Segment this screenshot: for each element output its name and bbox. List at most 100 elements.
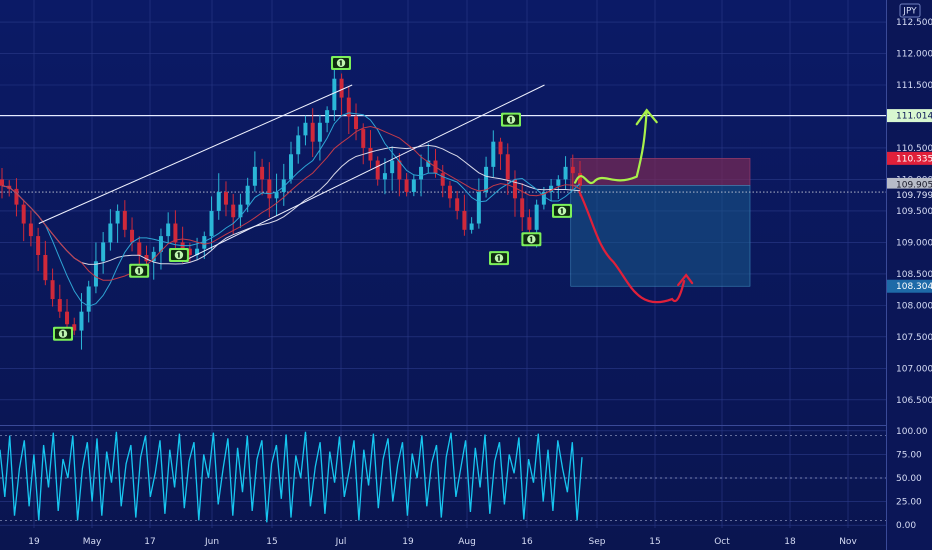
price-label-box — [887, 188, 932, 202]
candle-body — [50, 280, 55, 300]
time-tick-label: 19 — [402, 537, 414, 547]
time-tick-label: Jul — [335, 537, 347, 547]
candle-body — [231, 204, 236, 218]
candle-body — [411, 179, 416, 193]
candle-body — [368, 147, 373, 161]
money-icon — [331, 55, 351, 70]
candle-body — [252, 166, 257, 186]
candle-body — [325, 110, 330, 123]
price-label-text: 111.014 — [896, 112, 932, 122]
time-tick-label: 16 — [521, 537, 533, 547]
price-label-text: 108.304 — [896, 282, 932, 292]
candle-body — [346, 97, 351, 117]
candle-body — [14, 188, 19, 205]
price-tick-label: 110.500 — [896, 144, 932, 154]
candle-body — [382, 173, 387, 180]
candle-body — [166, 223, 171, 237]
trade-zones — [570, 158, 751, 287]
time-tick-label: May — [83, 537, 102, 547]
candle-body — [21, 204, 26, 224]
price-tick-label: 109.500 — [896, 207, 932, 217]
candle-body — [527, 217, 532, 230]
candle-body — [491, 141, 496, 167]
price-label: 108.304 — [887, 279, 932, 293]
candle-body — [419, 166, 424, 180]
price-label-text: 110.335 — [896, 154, 932, 164]
time-tick-label: Oct — [714, 537, 730, 547]
time-tick-label: 17 — [144, 537, 155, 547]
candle-body — [549, 185, 554, 193]
candle-body — [484, 166, 489, 193]
candle-body — [108, 223, 113, 243]
candle-body — [223, 192, 228, 205]
candle-body — [317, 122, 322, 142]
candle-body — [115, 210, 120, 224]
candle-body — [72, 324, 77, 331]
candle-body — [122, 210, 127, 230]
moving-averages — [1, 112, 581, 307]
candle-body — [79, 311, 84, 331]
price-label-text: 109.799 — [896, 191, 932, 201]
money-icon — [129, 263, 150, 278]
price-axis-background[interactable] — [886, 0, 932, 550]
currency-label: JPY — [902, 7, 917, 17]
price-tick-label: 107.500 — [896, 333, 932, 343]
price-tick-label: 112.500 — [896, 18, 932, 28]
money-icon — [53, 326, 73, 341]
candle-body — [339, 78, 344, 98]
price-label-box — [887, 151, 932, 165]
candle-body — [209, 210, 214, 237]
candle-body — [57, 299, 62, 312]
time-tick-label: Aug — [458, 537, 476, 547]
candle-body — [43, 255, 48, 281]
price-label: 109.799 — [887, 188, 932, 202]
moving-average-line — [1, 112, 581, 307]
stochastic-pane — [0, 431, 886, 523]
candle-body — [397, 160, 402, 180]
price-tick-label: 108.500 — [896, 270, 932, 280]
candle-body — [361, 129, 366, 148]
stoch-tick-label: 50.00 — [896, 474, 922, 484]
price-label-box — [887, 177, 932, 191]
candle-body — [310, 122, 315, 142]
price-label: 109.905 — [887, 177, 932, 191]
stoch-tick-label: 100.00 — [896, 427, 928, 437]
arrow-head — [677, 273, 694, 287]
price-label: 110.335 — [887, 151, 932, 165]
candle-body — [505, 154, 510, 180]
stoch-axis-ticks: 100.00 75.00 50.00 25.00 0.00 — [896, 427, 928, 531]
price-label-box — [887, 279, 932, 293]
time-tick-label: Sep — [589, 537, 606, 547]
candle-body — [101, 242, 106, 262]
candle-body — [158, 236, 163, 252]
time-tick-label: 18 — [784, 537, 796, 547]
time-tick-label: 15 — [266, 537, 277, 547]
bearish-projection-arrow — [578, 190, 686, 304]
price-tick-label: 106.500 — [896, 396, 932, 406]
candle-body — [440, 173, 445, 186]
candle-body — [36, 236, 41, 255]
candle-body — [303, 122, 308, 136]
candle-body — [86, 286, 91, 312]
arrow-head — [635, 108, 658, 126]
candle-body — [455, 198, 460, 211]
candle-body — [274, 192, 279, 199]
stoch-tick-label: 25.00 — [896, 498, 922, 508]
price-tick-label: 111.500 — [896, 81, 932, 91]
time-tick-label: 15 — [649, 537, 660, 547]
candle-body — [267, 179, 272, 199]
price-tick-label: 109.000 — [896, 238, 932, 248]
channel-lines — [38, 84, 545, 262]
candle-body — [216, 192, 221, 211]
candle-body — [354, 116, 359, 130]
price-label-box — [887, 109, 932, 123]
stoch-tick-label: 0.00 — [896, 521, 916, 531]
candle-body — [404, 179, 409, 193]
projection-arrows — [574, 108, 694, 304]
currency-badge[interactable]: JPY — [899, 3, 921, 18]
stochastic-line — [0, 431, 583, 523]
take-profit-zone — [570, 185, 751, 287]
candle-body — [65, 311, 70, 325]
price-tick-label: 107.000 — [896, 364, 932, 374]
